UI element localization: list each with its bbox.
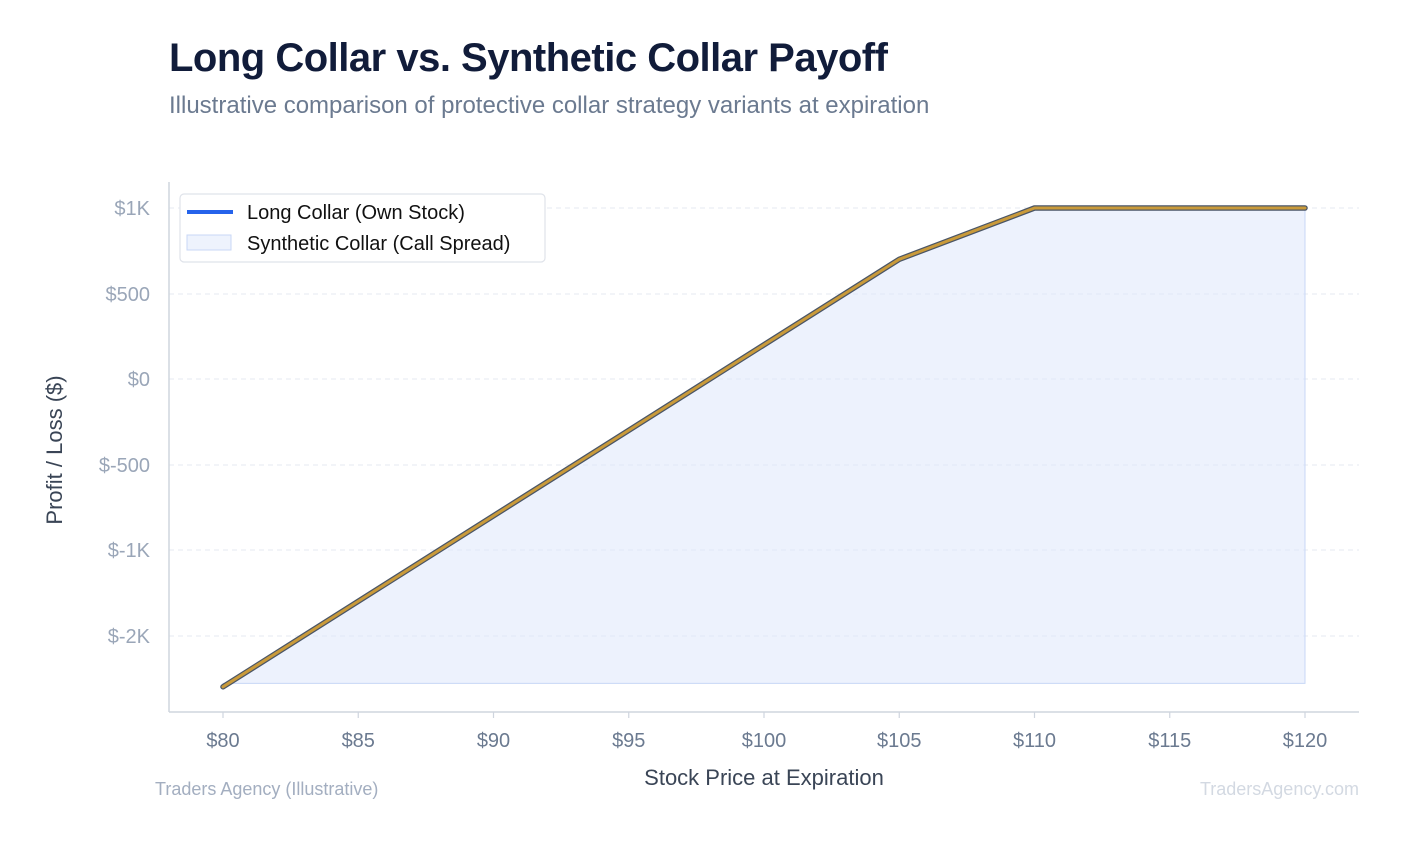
x-tick-label: $85 <box>342 730 375 752</box>
y-tick-label: $-1K <box>108 540 151 562</box>
y-tick-label: $0 <box>128 369 150 391</box>
fill-layer <box>222 207 1306 688</box>
line-layer <box>220 205 1308 690</box>
legend-label-synthetic-collar: Synthetic Collar (Call Spread) <box>247 233 510 255</box>
x-tick-label: $100 <box>742 730 787 752</box>
long-collar-line <box>221 206 1307 689</box>
synthetic-collar-area <box>222 207 1306 688</box>
x-axis-label: Stock Price at Expiration <box>644 765 884 790</box>
chart-title: Long Collar vs. Synthetic Collar Payoff <box>169 36 888 80</box>
x-tick-label: $80 <box>206 730 239 752</box>
legend-box <box>179 193 546 263</box>
brand-watermark: TradersAgency.com <box>1199 779 1359 799</box>
axis-layer: $1K $500 $0 $-500 $-1K $-2K $80 $85 $90 $95 $100 $1… <box>42 182 1359 790</box>
legend: Long Collar (Own Stock) Synthetic Collar … <box>179 193 546 263</box>
x-tick-label: $90 <box>477 730 510 752</box>
y-tick-label: $500 <box>106 284 151 306</box>
x-tick-label: $110 <box>1013 730 1056 752</box>
legend-swatch-synthetic-collar <box>186 234 232 251</box>
y-tick-label: $-500 <box>99 455 150 477</box>
source-note: Traders Agency (Illustrative) <box>155 779 379 799</box>
x-tick-label: $105 <box>877 730 922 752</box>
x-tick-label: $115 <box>1148 730 1191 752</box>
y-tick-label: $1K <box>114 198 150 220</box>
y-axis-label: Profit / Loss ($) <box>42 375 67 524</box>
chart-subtitle: Illustrative comparison of protective co… <box>169 92 930 119</box>
x-tick-label: $120 <box>1283 730 1328 752</box>
y-tick-label: $-2K <box>108 626 151 648</box>
x-tick-label: $95 <box>612 730 645 752</box>
legend-label-long-collar: Long Collar (Own Stock) <box>247 202 465 224</box>
